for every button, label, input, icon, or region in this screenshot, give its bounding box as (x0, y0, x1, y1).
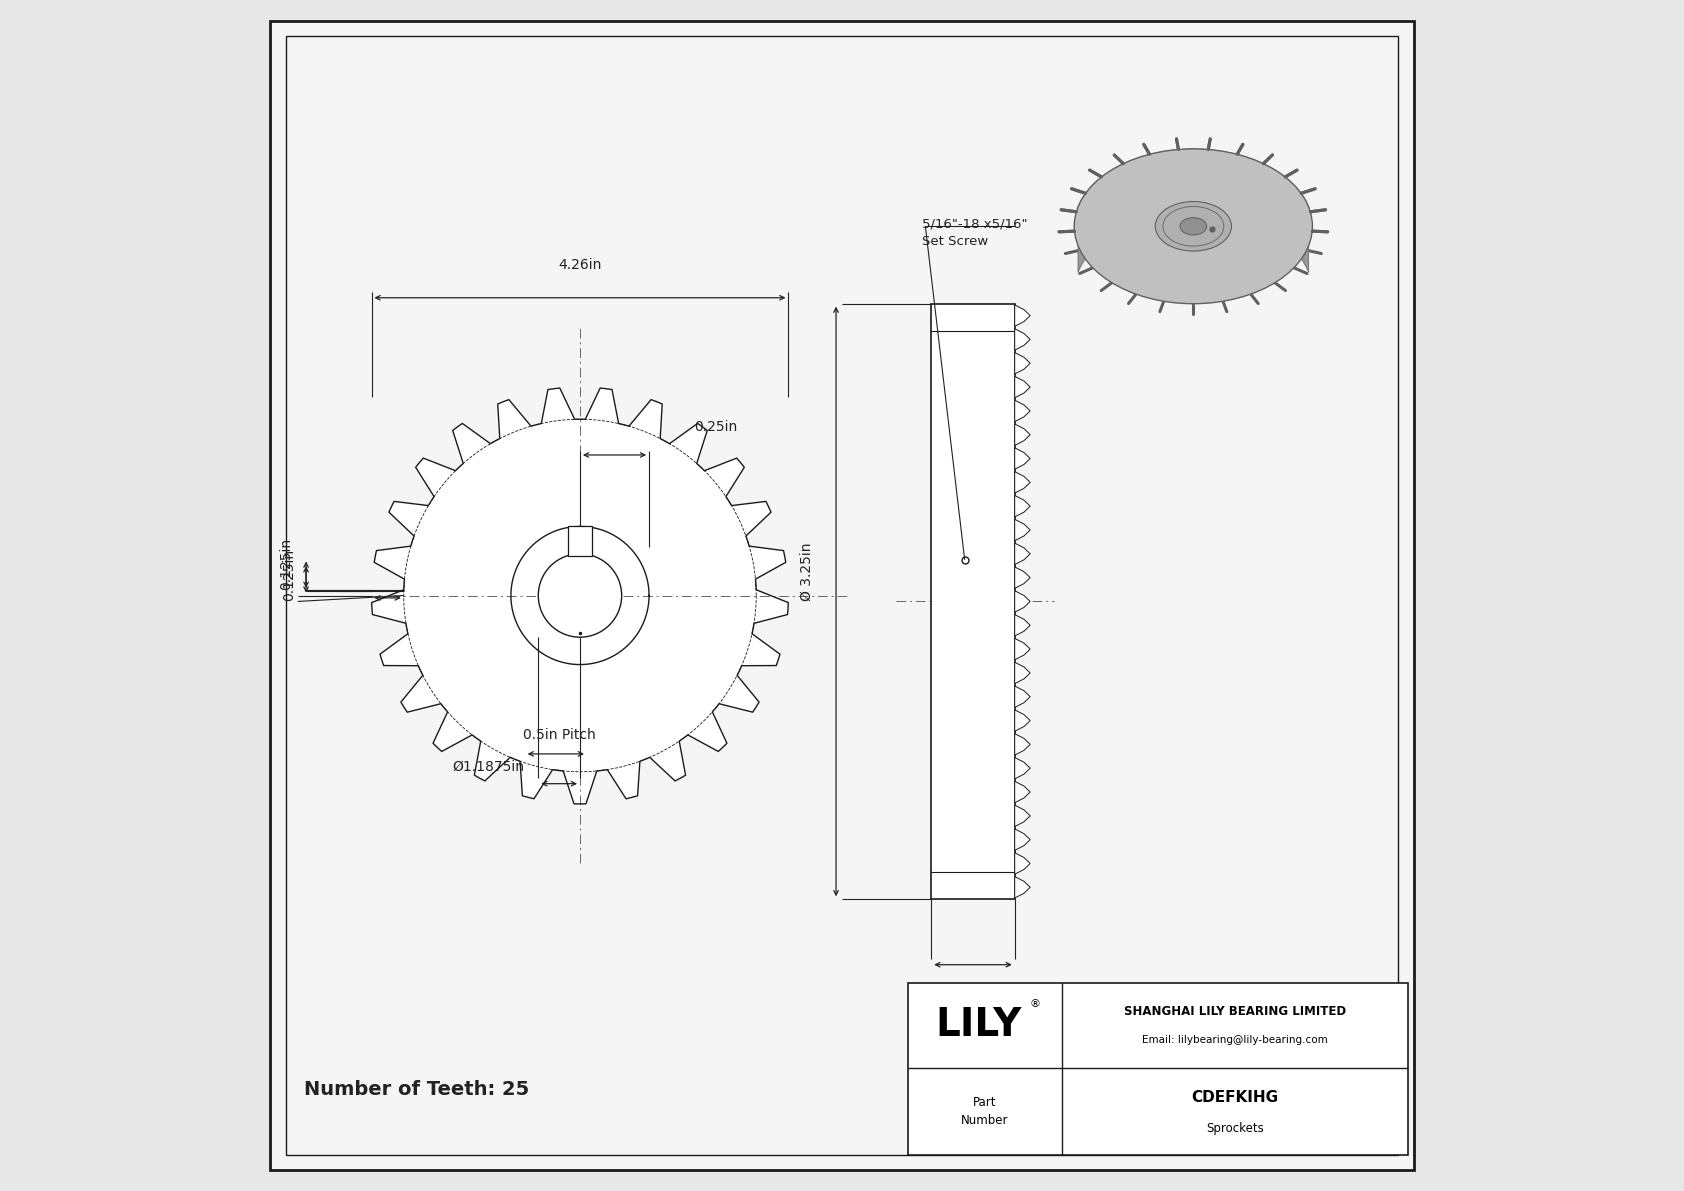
Polygon shape (1015, 734, 1031, 755)
Text: 0.5in Pitch: 0.5in Pitch (522, 728, 596, 742)
Text: 0.125in: 0.125in (283, 549, 296, 600)
Text: Ø1.1875in: Ø1.1875in (451, 760, 524, 774)
Text: 1in: 1in (962, 991, 983, 1005)
Polygon shape (1015, 448, 1031, 469)
Polygon shape (372, 388, 788, 804)
Polygon shape (1015, 329, 1031, 350)
Text: ®: ® (1029, 999, 1041, 1009)
Polygon shape (1015, 353, 1031, 374)
Polygon shape (1157, 201, 1229, 278)
Bar (908, 983, 1408, 1155)
Ellipse shape (1074, 149, 1312, 304)
Polygon shape (1015, 305, 1031, 326)
Circle shape (539, 554, 621, 637)
Polygon shape (1015, 376, 1031, 398)
Text: Ø 3.25in: Ø 3.25in (800, 543, 813, 601)
Text: Part
Number: Part Number (962, 1096, 1009, 1128)
Polygon shape (1015, 781, 1031, 803)
Polygon shape (1078, 149, 1308, 273)
Polygon shape (1015, 757, 1031, 779)
Text: SHANGHAI LILY BEARING LIMITED: SHANGHAI LILY BEARING LIMITED (1123, 1005, 1346, 1017)
Polygon shape (1015, 424, 1031, 445)
Bar (568, 526, 591, 556)
Ellipse shape (1155, 201, 1231, 251)
Text: Sprockets: Sprockets (1206, 1122, 1265, 1135)
Polygon shape (1015, 686, 1031, 707)
Polygon shape (1015, 615, 1031, 636)
Text: CDEFKIHG: CDEFKIHG (1192, 1090, 1278, 1105)
Ellipse shape (1180, 218, 1207, 235)
Text: 0.125in: 0.125in (280, 537, 293, 590)
Text: 4.26in: 4.26in (559, 257, 601, 272)
Polygon shape (1015, 662, 1031, 684)
Polygon shape (1015, 591, 1031, 612)
Text: Email: lilybearing@lily-bearing.com: Email: lilybearing@lily-bearing.com (1142, 1035, 1329, 1045)
Polygon shape (1015, 495, 1031, 517)
Text: Number of Teeth: 25: Number of Teeth: 25 (303, 1080, 529, 1099)
Polygon shape (1015, 543, 1031, 565)
Bar (931, 304, 1015, 899)
Polygon shape (1015, 877, 1031, 898)
Polygon shape (1015, 519, 1031, 541)
Polygon shape (1015, 853, 1031, 874)
Polygon shape (1015, 400, 1031, 422)
Polygon shape (1015, 829, 1031, 850)
Text: 0.25in: 0.25in (694, 419, 738, 434)
Polygon shape (1015, 710, 1031, 731)
Polygon shape (1015, 805, 1031, 827)
Text: 5/16"-18 x5/16"
Set Screw: 5/16"-18 x5/16" Set Screw (921, 218, 1027, 248)
Polygon shape (1015, 472, 1031, 493)
Text: LILY: LILY (936, 1006, 1022, 1045)
Polygon shape (1015, 638, 1031, 660)
Polygon shape (1015, 567, 1031, 588)
